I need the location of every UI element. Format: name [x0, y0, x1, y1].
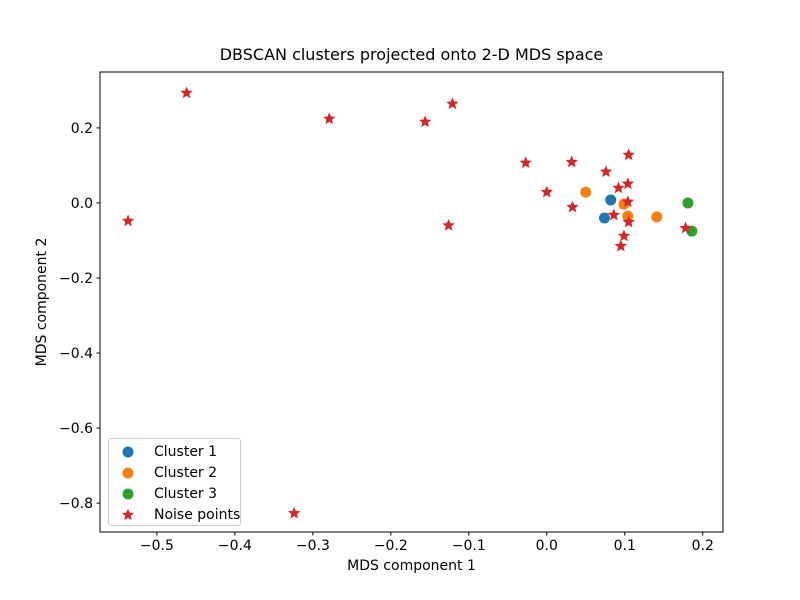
legend-box: Cluster 1 Cluster 2 Cluster 3 Noise points	[108, 438, 241, 526]
legend-label: Cluster 2	[154, 464, 218, 481]
point-cluster-1	[598, 212, 610, 224]
chart-title: DBSCAN clusters projected onto 2-D MDS s…	[219, 45, 604, 64]
point-noise-points	[442, 218, 455, 231]
x-tick-label: −0.3	[296, 538, 330, 554]
x-tick-label: 0.1	[614, 538, 636, 554]
plot-spines	[99, 71, 724, 533]
x-tick-label: −0.1	[452, 538, 486, 554]
point-noise-points	[565, 155, 578, 168]
y-tick-label: −0.6	[59, 421, 93, 437]
legend-marker-shape	[122, 446, 134, 457]
point-noise-points	[622, 148, 635, 161]
point-noise-points	[607, 208, 621, 221]
star-marker-icon	[121, 508, 135, 520]
point-noise-points	[418, 115, 432, 128]
point-cluster-1	[605, 194, 617, 206]
legend-label: Cluster 3	[154, 485, 218, 502]
x-tick-label: −0.2	[374, 538, 408, 554]
point-cluster-2	[622, 210, 634, 222]
point-noise-points	[612, 181, 625, 194]
point-noise-points	[679, 221, 692, 234]
point-noise-points	[621, 177, 635, 190]
point-cluster-3	[682, 197, 694, 209]
legend-item-cluster-1: Cluster 1	[109, 441, 240, 462]
x-axis-label: MDS component 1	[347, 558, 476, 574]
y-tick-label: −0.8	[59, 496, 93, 512]
point-noise-points	[540, 185, 553, 198]
legend-marker-shape	[121, 508, 135, 520]
point-noise-points	[614, 239, 628, 252]
point-noise-points	[519, 156, 532, 169]
circle-marker-icon	[122, 488, 134, 499]
circle-marker-icon	[122, 446, 134, 457]
y-tick-label: 0.2	[71, 121, 93, 137]
x-tick-label: −0.4	[218, 538, 252, 554]
y-axis-label: MDS component 2	[34, 237, 50, 367]
circle-marker-icon	[122, 467, 134, 478]
point-noise-points	[287, 506, 301, 519]
point-noise-points	[622, 215, 635, 228]
legend-item-noise-points: Noise points	[109, 504, 240, 525]
point-noise-points	[617, 229, 631, 242]
y-tick-label: −0.4	[59, 346, 93, 362]
point-noise-points	[323, 112, 336, 125]
point-noise-points	[599, 165, 613, 178]
y-tick-label: −0.2	[59, 271, 93, 287]
point-noise-points	[621, 195, 635, 208]
legend-item-cluster-3: Cluster 3	[109, 483, 240, 504]
y-tick-label: 0.0	[71, 196, 93, 212]
point-noise-points	[121, 214, 135, 227]
point-noise-points	[180, 86, 193, 99]
x-tick-label: 0.2	[692, 538, 714, 554]
legend-label: Cluster 1	[154, 443, 218, 460]
point-noise-points	[446, 97, 459, 110]
legend-marker-shape	[122, 488, 134, 499]
legend-marker-shape	[122, 467, 134, 478]
x-tick-label: 0.0	[536, 538, 558, 554]
point-noise-points	[566, 200, 579, 213]
legend-item-cluster-2: Cluster 2	[109, 462, 240, 483]
x-tick-label: −0.5	[140, 538, 174, 554]
point-cluster-2	[580, 186, 592, 198]
point-cluster-2	[651, 211, 663, 223]
legend-label: Noise points	[154, 506, 241, 523]
